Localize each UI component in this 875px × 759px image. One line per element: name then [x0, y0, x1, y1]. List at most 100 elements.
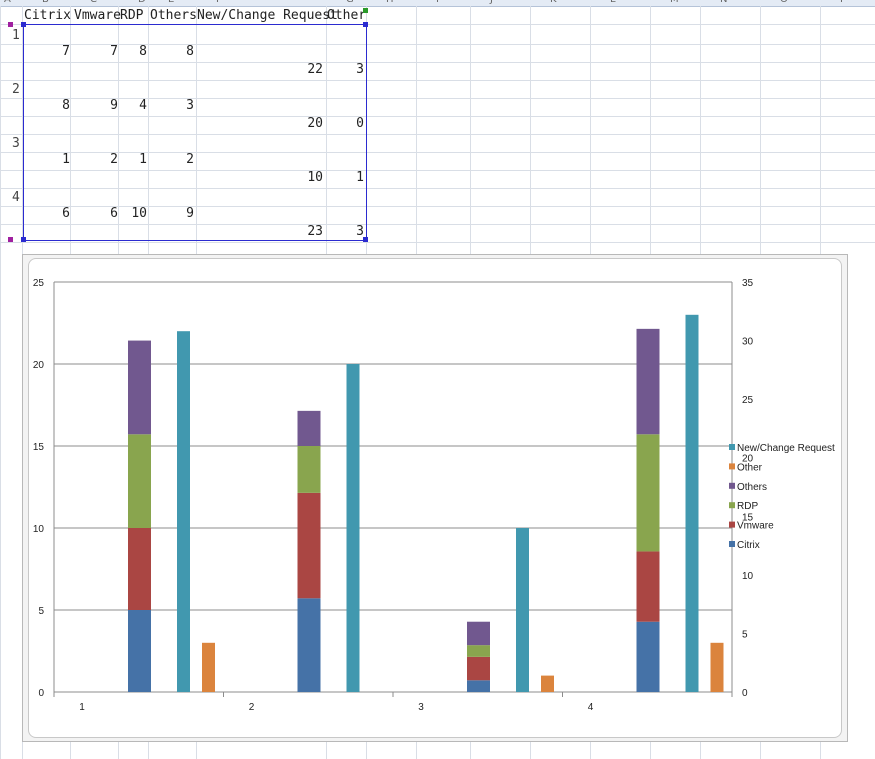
stacked-bar-others[interactable]	[128, 340, 151, 435]
stacked-bar-citrix[interactable]	[128, 610, 151, 692]
bar-other[interactable]	[710, 642, 724, 692]
value-cell-new_change[interactable]: 23	[307, 224, 323, 239]
bar-new-change-request[interactable]	[177, 331, 190, 692]
grid-row-line	[0, 242, 875, 243]
value-cell-new_change[interactable]: 20	[307, 116, 323, 131]
grid-row-line	[0, 224, 875, 225]
row-number: 1	[12, 28, 20, 43]
value-cell-others[interactable]: 2	[186, 152, 194, 167]
value-cell-vmware[interactable]: 6	[110, 206, 118, 221]
chart-plot-container[interactable]	[28, 258, 842, 738]
value-cell-citrix[interactable]: 6	[62, 206, 70, 221]
stacked-bar-citrix[interactable]	[467, 680, 490, 692]
legend-label: New/Change Request	[737, 443, 835, 454]
value-cell-others[interactable]: 8	[186, 44, 194, 59]
column-header-h[interactable]: H	[386, 0, 394, 5]
stacked-bar-others[interactable]	[636, 328, 660, 435]
value-cell-new_change[interactable]: 10	[307, 170, 323, 185]
header-cell[interactable]: Vmware	[74, 8, 121, 23]
row-header-bar: 1 2 3 4	[0, 6, 22, 759]
value-cell-vmware[interactable]: 9	[110, 98, 118, 113]
x-axis-tick-label: 3	[418, 702, 424, 713]
header-cell[interactable]: Others	[150, 8, 197, 23]
value-cell-other[interactable]: 3	[356, 224, 364, 239]
column-header-d[interactable]: D	[138, 0, 146, 5]
header-cell[interactable]: Citrix	[24, 8, 71, 23]
value-cell-rdp[interactable]: 4	[139, 98, 147, 113]
bar-new-change-request[interactable]	[346, 364, 360, 692]
column-header-j[interactable]: J	[490, 0, 493, 5]
value-cell-citrix[interactable]: 1	[62, 152, 70, 167]
column-header-k[interactable]: K	[550, 0, 557, 5]
grid-row-line	[0, 170, 875, 171]
column-header-f[interactable]: F	[216, 0, 222, 5]
value-cell-rdp[interactable]: 10	[131, 206, 147, 221]
left-axis-tick-label: 5	[38, 606, 44, 617]
value-cell-other[interactable]: 3	[356, 62, 364, 77]
stacked-bar-others[interactable]	[297, 410, 321, 446]
selection-handle[interactable]	[21, 237, 26, 242]
legend-label: Other	[737, 462, 763, 473]
value-cell-rdp[interactable]: 1	[139, 152, 147, 167]
left-axis-tick-label: 25	[33, 278, 45, 289]
value-cell-others[interactable]: 9	[186, 206, 194, 221]
column-header-g[interactable]: G	[346, 0, 354, 5]
stacked-bar-rdp[interactable]	[636, 434, 660, 552]
column-header-n[interactable]: N	[720, 0, 727, 5]
bar-other[interactable]	[202, 642, 215, 692]
header-cell[interactable]: RDP	[120, 8, 144, 23]
column-header-i[interactable]: I	[436, 0, 439, 5]
selection-handle[interactable]	[21, 22, 26, 27]
column-header-a[interactable]: A	[4, 0, 11, 5]
right-axis-tick-label: 10	[742, 571, 754, 582]
column-header-e[interactable]: E	[168, 0, 174, 5]
x-axis-tick-label: 1	[79, 702, 85, 713]
bar-new-change-request[interactable]	[516, 528, 529, 692]
column-header-p[interactable]: P	[840, 0, 846, 5]
value-cell-rdp[interactable]: 8	[139, 44, 147, 59]
value-cell-vmware[interactable]: 7	[110, 44, 118, 59]
header-cell[interactable]: New/Change Request	[197, 8, 338, 23]
value-cell-other[interactable]: 1	[356, 170, 364, 185]
selection-handle[interactable]	[363, 8, 368, 13]
value-cell-others[interactable]: 3	[186, 98, 194, 113]
right-axis-tick-label: 25	[742, 395, 754, 406]
selection-handle[interactable]	[8, 237, 13, 242]
column-header-m[interactable]: M	[670, 0, 679, 5]
column-header-l[interactable]: L	[610, 0, 616, 5]
value-cell-vmware[interactable]: 2	[110, 152, 118, 167]
column-header-o[interactable]: O	[780, 0, 788, 5]
stacked-bar-rdp[interactable]	[128, 434, 151, 528]
value-cell-other[interactable]: 0	[356, 116, 364, 131]
stacked-bar-citrix[interactable]	[636, 621, 660, 692]
column-header-b[interactable]: B	[42, 0, 49, 5]
selection-handle[interactable]	[8, 22, 13, 27]
bar-other[interactable]	[541, 675, 554, 692]
stacked-bar-vmware[interactable]	[467, 656, 490, 681]
stacked-bar-vmware[interactable]	[636, 551, 660, 622]
left-axis-tick-label: 20	[33, 360, 45, 371]
data-range-selection[interactable]	[23, 24, 367, 241]
column-header-c[interactable]: C	[90, 0, 97, 5]
value-cell-new_change[interactable]: 22	[307, 62, 323, 77]
legend-swatch	[729, 541, 735, 547]
grid-row-line	[0, 134, 875, 135]
header-cell[interactable]: Other	[327, 8, 367, 23]
stacked-bar-rdp[interactable]	[297, 446, 321, 493]
selection-handle[interactable]	[363, 237, 368, 242]
x-axis-tick-label: 2	[249, 702, 255, 713]
stacked-bar-others[interactable]	[467, 621, 490, 646]
right-axis-tick-label: 5	[742, 629, 748, 640]
stacked-bar-vmware[interactable]	[128, 528, 151, 610]
bar-new-change-request[interactable]	[685, 314, 699, 692]
value-cell-citrix[interactable]: 7	[62, 44, 70, 59]
left-axis-tick-label: 15	[33, 442, 45, 453]
stacked-bar-citrix[interactable]	[297, 598, 321, 692]
stacked-bar-rdp[interactable]	[467, 645, 490, 657]
selection-handle[interactable]	[363, 22, 368, 27]
stacked-bar-vmware[interactable]	[297, 492, 321, 599]
grid-row-line	[0, 98, 875, 99]
value-cell-citrix[interactable]: 8	[62, 98, 70, 113]
row-number: 4	[12, 190, 20, 205]
